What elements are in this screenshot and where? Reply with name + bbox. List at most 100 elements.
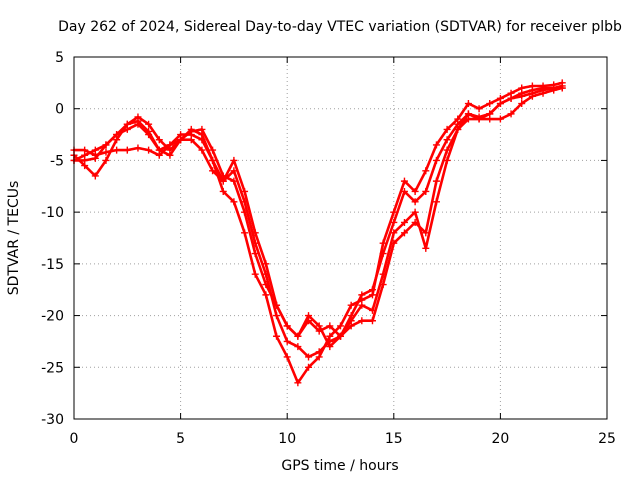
data-point-marker xyxy=(155,136,163,144)
data-point-marker xyxy=(475,105,483,113)
x-tick-label: 20 xyxy=(491,431,509,447)
data-point-marker xyxy=(422,187,430,195)
data-point-marker xyxy=(443,125,451,133)
data-point-marker xyxy=(273,301,281,309)
data-point-marker xyxy=(262,291,270,299)
data-point-marker xyxy=(347,301,355,309)
data-point-marker xyxy=(326,337,334,345)
y-tick-label: -15 xyxy=(41,257,64,273)
data-point-marker xyxy=(166,141,174,149)
data-point-marker xyxy=(251,229,259,237)
y-tick-label: 5 xyxy=(55,50,64,66)
data-point-marker xyxy=(390,218,398,226)
plot-frame xyxy=(73,56,608,420)
data-point-marker xyxy=(432,198,440,206)
data-point-marker xyxy=(358,301,366,309)
x-tick-label: 15 xyxy=(385,431,403,447)
series-line xyxy=(72,84,564,348)
data-point-marker xyxy=(464,100,472,108)
data-point-marker xyxy=(145,120,153,128)
series-track-3 xyxy=(70,84,566,361)
data-point-marker xyxy=(315,327,323,335)
data-point-marker xyxy=(305,317,313,325)
x-axis-label: GPS time / hours xyxy=(281,458,398,474)
data-point-marker xyxy=(102,156,110,164)
data-point-marker xyxy=(358,317,366,325)
data-point-marker xyxy=(464,115,472,123)
data-point-marker xyxy=(134,144,142,152)
data-series xyxy=(70,79,566,387)
y-tick-label: -25 xyxy=(41,360,64,376)
data-point-marker xyxy=(283,353,291,361)
data-point-marker xyxy=(241,187,249,195)
data-point-marker xyxy=(251,270,259,278)
data-point-marker xyxy=(400,187,408,195)
data-point-marker xyxy=(113,131,121,139)
data-point-marker xyxy=(422,244,430,252)
data-point-marker xyxy=(177,136,185,144)
y-tick-label: -30 xyxy=(41,412,64,428)
data-point-marker xyxy=(411,187,419,195)
data-point-marker xyxy=(219,187,227,195)
data-point-marker xyxy=(187,136,195,144)
data-point-marker xyxy=(91,154,99,162)
data-point-marker xyxy=(486,115,494,123)
data-point-marker xyxy=(347,317,355,325)
data-point-marker xyxy=(273,312,281,320)
data-point-marker xyxy=(198,146,206,154)
data-point-marker xyxy=(368,306,376,314)
y-tick-label: -10 xyxy=(41,205,64,221)
data-point-marker xyxy=(134,113,142,121)
data-point-marker xyxy=(294,343,302,351)
data-point-marker xyxy=(368,317,376,325)
data-point-marker xyxy=(241,229,249,237)
data-point-marker xyxy=(486,100,494,108)
data-point-marker xyxy=(550,86,558,94)
data-point-marker xyxy=(432,177,440,185)
data-point-marker xyxy=(294,379,302,387)
data-point-marker xyxy=(145,131,153,139)
data-point-marker xyxy=(102,148,110,156)
series-track-1 xyxy=(70,79,566,387)
data-point-marker xyxy=(507,110,515,118)
series-track-2 xyxy=(70,82,566,351)
data-point-marker xyxy=(145,146,153,154)
data-point-marker xyxy=(518,92,526,100)
data-point-marker xyxy=(390,229,398,237)
data-point-marker xyxy=(379,270,387,278)
data-point-marker xyxy=(198,136,206,144)
data-point-marker xyxy=(337,322,344,330)
data-point-marker xyxy=(432,141,440,149)
y-axis-label: SDTVAR / TECUs xyxy=(6,181,22,296)
data-point-marker xyxy=(91,172,99,180)
y-tick-label: -20 xyxy=(41,309,64,325)
data-point-marker xyxy=(230,156,238,164)
data-point-marker xyxy=(475,115,483,123)
data-point-marker xyxy=(283,337,291,345)
series-track-4 xyxy=(70,84,566,340)
data-point-marker xyxy=(411,198,419,206)
data-point-marker xyxy=(400,229,408,237)
x-tick-label: 5 xyxy=(176,431,185,447)
data-point-marker xyxy=(81,146,89,154)
data-point-marker xyxy=(337,332,344,340)
data-point-marker xyxy=(81,156,89,164)
data-point-marker xyxy=(422,167,430,175)
data-point-marker xyxy=(209,167,217,175)
axes: 0 5 10 15 20 25 -30 -25 -20 -15 -10 -5 0 5 xyxy=(41,50,616,447)
data-point-marker xyxy=(102,141,110,149)
data-point-marker xyxy=(123,125,131,133)
data-point-marker xyxy=(113,146,121,154)
data-point-marker xyxy=(315,348,323,356)
x-tick-label: 25 xyxy=(598,431,616,447)
data-point-marker xyxy=(400,218,408,226)
data-point-marker xyxy=(326,322,334,330)
data-point-marker xyxy=(400,177,408,185)
x-tick-label: 10 xyxy=(278,431,296,447)
data-point-marker xyxy=(358,291,366,299)
data-point-marker xyxy=(305,353,313,361)
x-tick-label: 0 xyxy=(70,431,79,447)
data-point-marker xyxy=(411,208,419,216)
data-point-marker xyxy=(155,146,163,154)
